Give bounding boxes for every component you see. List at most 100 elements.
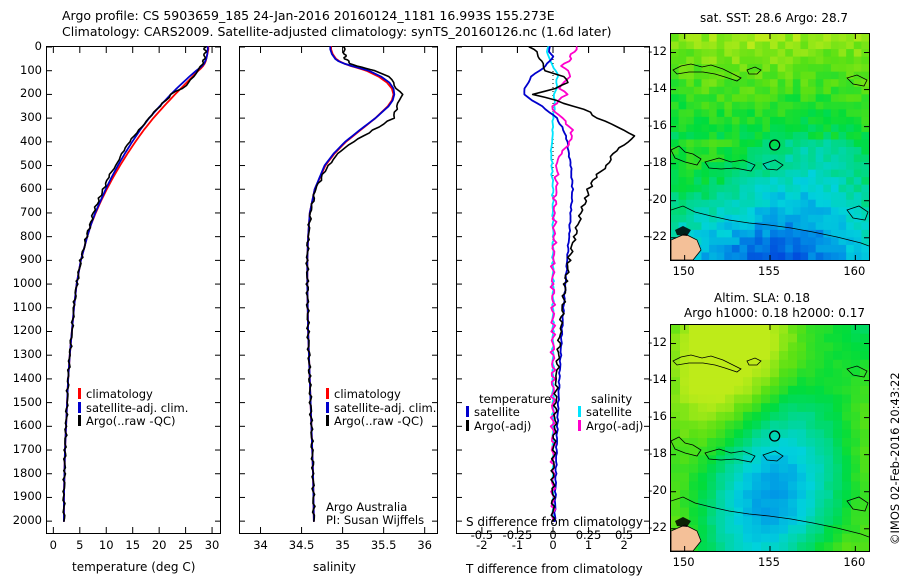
temperature-tick-25: 25: [178, 538, 193, 552]
salinity-plot-area: [240, 46, 437, 533]
t-diff-tick--1: -1: [511, 538, 524, 552]
legend-swatch-icon: [78, 415, 81, 426]
legend-swatch-icon: [78, 401, 81, 413]
sst-map[interactable]: [670, 33, 870, 261]
legend-label: climatology: [334, 387, 401, 401]
temperature-tick-0: 0: [49, 538, 57, 552]
sla-map-title-line1: Altim. SLA: 0.18: [714, 291, 811, 305]
temperature-tick-15: 15: [125, 538, 141, 552]
lat-tick--18: -18: [648, 154, 667, 169]
difference-legend-salinity: satellite Argo(-adj): [578, 405, 644, 434]
lat-tick--14: -14: [648, 80, 667, 95]
salinity-panel: [239, 46, 438, 534]
legend-swatch-icon: [578, 406, 581, 417]
legend-item-0: satellite: [466, 405, 531, 420]
depth-tick-600: 600: [20, 181, 42, 196]
legend-swatch-icon: [78, 388, 81, 399]
lon-tick-160: 160: [843, 555, 866, 569]
legend-label: satellite-adj. clim.: [86, 400, 189, 415]
temperature-tick-30: 30: [204, 538, 220, 552]
s-diff-tick-0.5: 0.5: [614, 528, 634, 542]
temperature-tick-20: 20: [151, 538, 167, 552]
sst-map-canvas: [671, 34, 869, 260]
depth-tick-1100: 1100: [12, 299, 42, 314]
depth-tick-100: 100: [20, 62, 42, 77]
salinity-tick-35.5: 35.5: [370, 538, 397, 552]
s-diff-tick--0.5: -0.5: [470, 528, 494, 542]
salinity-footer-pi: PI: Susan Wijffels: [326, 513, 425, 527]
depth-tick-900: 900: [20, 252, 42, 267]
lon-tick-150: 150: [672, 555, 695, 569]
t-diff-tick--2: -2: [476, 538, 488, 552]
sla-map-title-line2: Argo h1000: 0.18 h2000: 0.17: [684, 306, 865, 320]
depth-tick-1300: 1300: [12, 347, 42, 362]
depth-tick-500: 500: [20, 157, 42, 172]
legend-item-1: satellite-adj. clim.: [78, 400, 189, 416]
legend-item-0: satellite: [578, 405, 643, 420]
salinity-axis-label: salinity: [313, 560, 357, 574]
depth-tick-1400: 1400: [12, 370, 42, 385]
lat-tick--20: -20: [648, 191, 667, 206]
depth-tick-800: 800: [20, 228, 42, 243]
lat-tick--18: -18: [648, 445, 667, 460]
lat-tick--16: -16: [648, 117, 667, 132]
page-title-line1: Argo profile: CS 5903659_185 24-Jan-2016…: [62, 8, 555, 23]
legend-item-1: Argo(-adj): [578, 418, 644, 434]
salinity-tick-35: 35: [335, 538, 350, 552]
lon-tick-150: 150: [672, 264, 695, 278]
t-diff-tick-0: 0: [549, 538, 557, 552]
legend-item-0: climatology: [326, 387, 436, 402]
salinity-footer-org: Argo Australia: [326, 500, 408, 514]
temperature-panel: [46, 46, 221, 534]
salinity-tick-36: 36: [417, 538, 432, 552]
lon-tick-155: 155: [758, 555, 780, 569]
legend-item-1: satellite-adj. clim.: [326, 400, 437, 416]
legend-swatch-icon: [578, 419, 581, 431]
difference-legend-salinity-title: salinity: [591, 392, 633, 406]
temperature-plot-area: [47, 46, 220, 533]
legend-label: Argo(..raw -QC): [86, 414, 176, 428]
legend-label: Argo(..raw -QC): [334, 414, 424, 428]
depth-tick-300: 300: [20, 110, 42, 125]
legend-label: Argo(-adj): [474, 418, 532, 433]
copyright-credit: ©IMOS 02-Feb-2016 20:43:22: [888, 372, 900, 545]
difference-plot-area: [457, 46, 649, 533]
lat-tick--22: -22: [648, 519, 667, 534]
legend-label: satellite-adj. clim.: [334, 400, 437, 415]
legend-item-2: Argo(..raw -QC): [78, 414, 188, 429]
sla-map-canvas: [671, 325, 869, 551]
depth-tick-0: 0: [34, 39, 42, 53]
legend-item-2: Argo(..raw -QC): [326, 414, 436, 429]
depth-tick-1600: 1600: [12, 418, 42, 433]
temperature-tick-10: 10: [98, 538, 114, 552]
legend-swatch-icon: [466, 406, 469, 417]
lat-tick--20: -20: [648, 482, 667, 497]
legend-swatch-icon: [326, 401, 329, 413]
legend-label: Argo(-adj): [586, 418, 644, 433]
temperature-tick-5: 5: [76, 538, 84, 552]
sla-map[interactable]: [670, 324, 870, 552]
lat-tick--14: -14: [648, 371, 667, 386]
depth-tick-1700: 1700: [12, 442, 42, 457]
depth-tick-700: 700: [20, 204, 42, 219]
temperature-legend: climatology satellite-adj. clim. Argo(..ra…: [78, 387, 189, 429]
depth-tick-1200: 1200: [12, 323, 42, 338]
s-diff-tick-0.25: 0.25: [575, 528, 602, 542]
page-title-line2: Climatology: CARS2009. Satellite-adjuste…: [62, 24, 612, 39]
sst-map-title: sat. SST: 28.6 Argo: 28.7: [700, 11, 849, 25]
s-diff-tick--0.25: -0.25: [502, 528, 533, 542]
t-diff-tick-2: 2: [620, 538, 628, 552]
depth-tick-400: 400: [20, 133, 42, 148]
difference-legend-temperature: satellite Argo(-adj): [466, 405, 532, 433]
lon-tick-155: 155: [758, 264, 780, 278]
lat-tick--16: -16: [648, 408, 667, 423]
salinity-legend: climatology satellite-adj. clim. Argo(..ra…: [326, 387, 437, 429]
depth-tick-200: 200: [20, 86, 42, 101]
salinity-tick-34: 34: [253, 538, 268, 552]
lat-tick--22: -22: [648, 228, 667, 243]
depth-tick-2000: 2000: [12, 513, 42, 528]
salinity-tick-34.5: 34.5: [288, 538, 315, 552]
legend-item-0: climatology: [78, 387, 188, 402]
salinity-difference-axis-label: S difference from climatology: [466, 515, 643, 529]
legend-label: satellite: [474, 405, 520, 419]
